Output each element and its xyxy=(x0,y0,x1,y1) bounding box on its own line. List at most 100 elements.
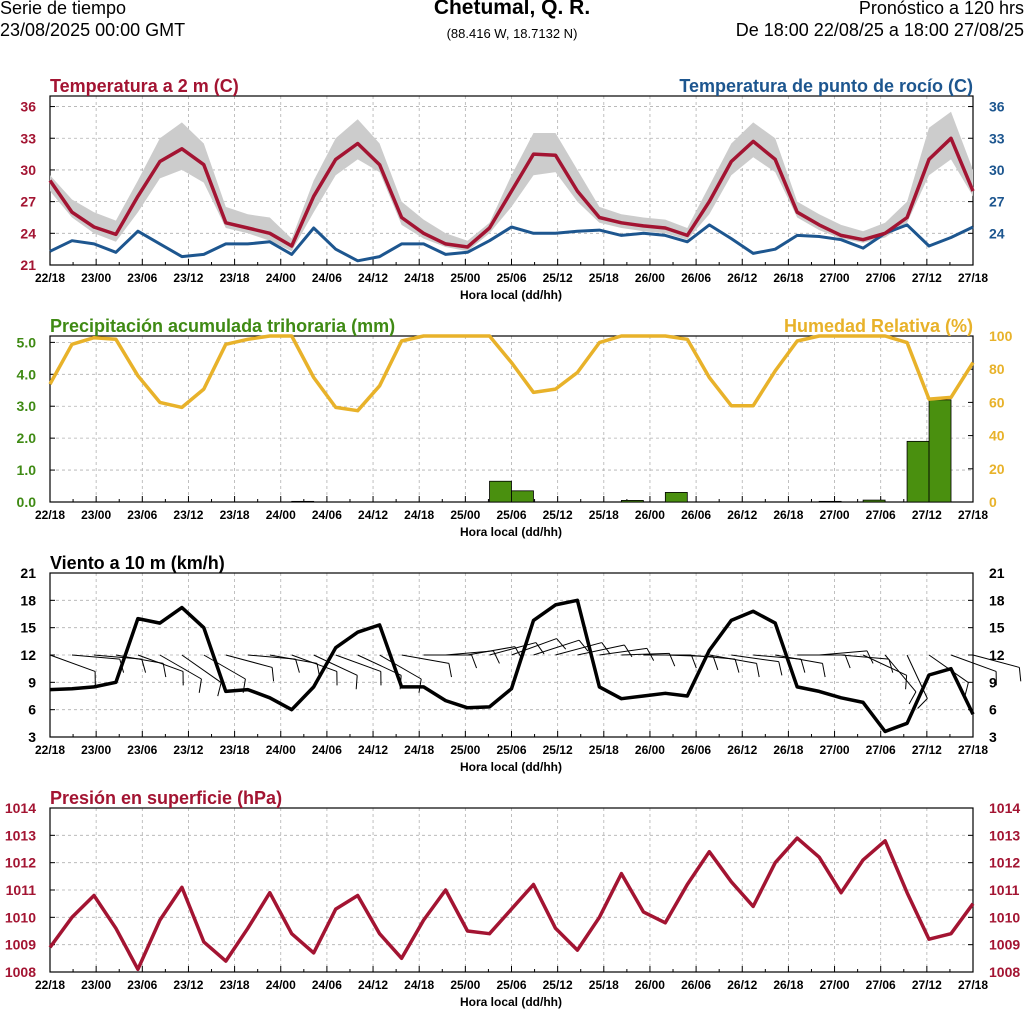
wind-barb-feather xyxy=(917,698,928,709)
wind-barb-feather xyxy=(217,682,222,697)
x-tick-label: 26/12 xyxy=(727,743,757,757)
x-tick-label: 23/00 xyxy=(81,743,111,757)
x-tick-label: 24/12 xyxy=(358,743,388,757)
station-coords: (88.416 W, 18.7132 N) xyxy=(446,26,578,41)
x-tick-label: 22/18 xyxy=(35,978,65,992)
wind-barb xyxy=(401,654,449,664)
x-tick-label: 27/18 xyxy=(958,978,988,992)
x-tick-label: 25/00 xyxy=(450,508,480,522)
wind-barb xyxy=(291,654,338,672)
wind-barb xyxy=(906,654,928,699)
wind-barb-feather xyxy=(355,675,358,690)
x-tick-label: 25/12 xyxy=(543,978,573,992)
x-tick-label: 23/18 xyxy=(220,978,250,992)
wind-barb-feather xyxy=(690,654,697,669)
forecast-label: Pronóstico a 120 hrs xyxy=(858,0,1024,18)
wind-barb-feather xyxy=(756,663,760,678)
wind-barb xyxy=(511,638,557,656)
x-tick-label: 27/18 xyxy=(958,508,988,522)
wind-barb xyxy=(950,654,997,672)
x-tick-label: 24/18 xyxy=(404,743,434,757)
x-tick-label: 25/18 xyxy=(589,508,619,522)
y-tick-label-right: 3 xyxy=(989,729,997,745)
x-tick-label: 27/18 xyxy=(958,743,988,757)
init-time: 23/08/2025 00:00 GMT xyxy=(0,20,186,40)
x-tick-label: 23/06 xyxy=(127,508,157,522)
x-axis-title: Hora local (dd/hh) xyxy=(460,288,562,302)
y-tick-label-left: 3 xyxy=(28,729,36,745)
x-tick-label: 27/00 xyxy=(820,978,850,992)
x-tick-label: 26/00 xyxy=(635,978,665,992)
y-tick-label-right: 1008 xyxy=(989,964,1020,980)
x-tick-label: 24/06 xyxy=(312,978,342,992)
dewpoint-line xyxy=(49,223,974,263)
x-tick-label: 27/00 xyxy=(820,508,850,522)
x-tick-label: 27/00 xyxy=(820,743,850,757)
x-tick-label: 27/18 xyxy=(958,271,988,285)
x-tick-label: 24/06 xyxy=(312,743,342,757)
x-tick-label: 24/00 xyxy=(266,508,296,522)
x-axis-title: Hora local (dd/hh) xyxy=(460,525,562,539)
x-tick-label: 25/18 xyxy=(589,743,619,757)
wind-barb-feather xyxy=(471,654,478,669)
wind-barb-feather xyxy=(821,663,826,678)
precip-bar xyxy=(489,480,512,503)
x-tick-label: 26/12 xyxy=(727,271,757,285)
x-tick-label: 24/12 xyxy=(358,508,388,522)
wind-barb-feather xyxy=(712,656,719,671)
x-axis-title: Hora local (dd/hh) xyxy=(460,995,562,1009)
y-tick-label-right: 1012 xyxy=(989,855,1020,871)
x-tick-label: 25/18 xyxy=(589,978,619,992)
wind-barb xyxy=(775,654,823,664)
x-tick-label: 24/18 xyxy=(404,978,434,992)
x-tick-label: 23/06 xyxy=(127,743,157,757)
wind-barb-feather xyxy=(601,642,611,655)
wind-barb-feather xyxy=(800,659,806,673)
wind-barb-feather xyxy=(162,663,167,678)
x-tick-label: 24/00 xyxy=(266,743,296,757)
x-tick-label: 23/12 xyxy=(173,978,203,992)
temperature-uncertainty-band xyxy=(50,111,973,252)
x-tick-label: 26/06 xyxy=(681,743,711,757)
x-tick-label: 23/18 xyxy=(220,508,250,522)
wind-barb xyxy=(357,654,402,676)
wind-barb-feather xyxy=(271,667,275,682)
y-tick-label-left: 4.0 xyxy=(17,366,37,382)
wind-barb-feather xyxy=(734,659,740,673)
x-tick-label: 27/12 xyxy=(912,743,942,757)
wind-barb xyxy=(621,652,670,656)
wind-barb xyxy=(203,654,246,680)
y-tick-label-right: 9 xyxy=(989,674,997,690)
wind-barb-feather xyxy=(198,678,202,693)
y-tick-label-right: 12 xyxy=(989,647,1005,663)
temperature-line xyxy=(48,136,975,249)
wind-barb-feather xyxy=(556,638,567,650)
x-tick-label: 23/12 xyxy=(173,743,203,757)
y-tick-label-left: 21 xyxy=(20,257,36,273)
x-tick-label: 24/00 xyxy=(266,978,296,992)
y-tick-label-left: 18 xyxy=(20,592,36,608)
y-tick-label-left: 6 xyxy=(28,702,36,718)
wind-barb xyxy=(49,654,96,672)
precip-bar xyxy=(818,500,842,503)
wind-barb xyxy=(884,654,917,693)
y-tick-label-left: 3.0 xyxy=(17,398,37,414)
wind-barb xyxy=(335,654,381,672)
x-tick-label: 26/00 xyxy=(635,271,665,285)
header-left: Serie de tiempo 23/08/2025 00:00 GMT xyxy=(0,0,185,41)
y-tick-label-right: 18 xyxy=(989,592,1005,608)
x-axis-title: Hora local (dd/hh) xyxy=(460,760,562,774)
wind-barb xyxy=(555,642,602,656)
x-tick-label: 27/12 xyxy=(912,271,942,285)
wind-barb xyxy=(489,642,537,656)
wind-barb xyxy=(599,647,648,656)
y-tick-label-left: 1.0 xyxy=(17,462,37,478)
wind-barb-feather xyxy=(578,639,589,652)
y-tick-label-right: 36 xyxy=(989,99,1005,115)
x-tick-label: 25/00 xyxy=(450,743,480,757)
wind-barb-feather xyxy=(448,663,452,678)
y-tick-label-right: 1013 xyxy=(989,827,1020,843)
y-tick-label-right: 100 xyxy=(989,328,1013,344)
humidity-line xyxy=(48,334,975,413)
x-tick-label: 23/12 xyxy=(173,508,203,522)
